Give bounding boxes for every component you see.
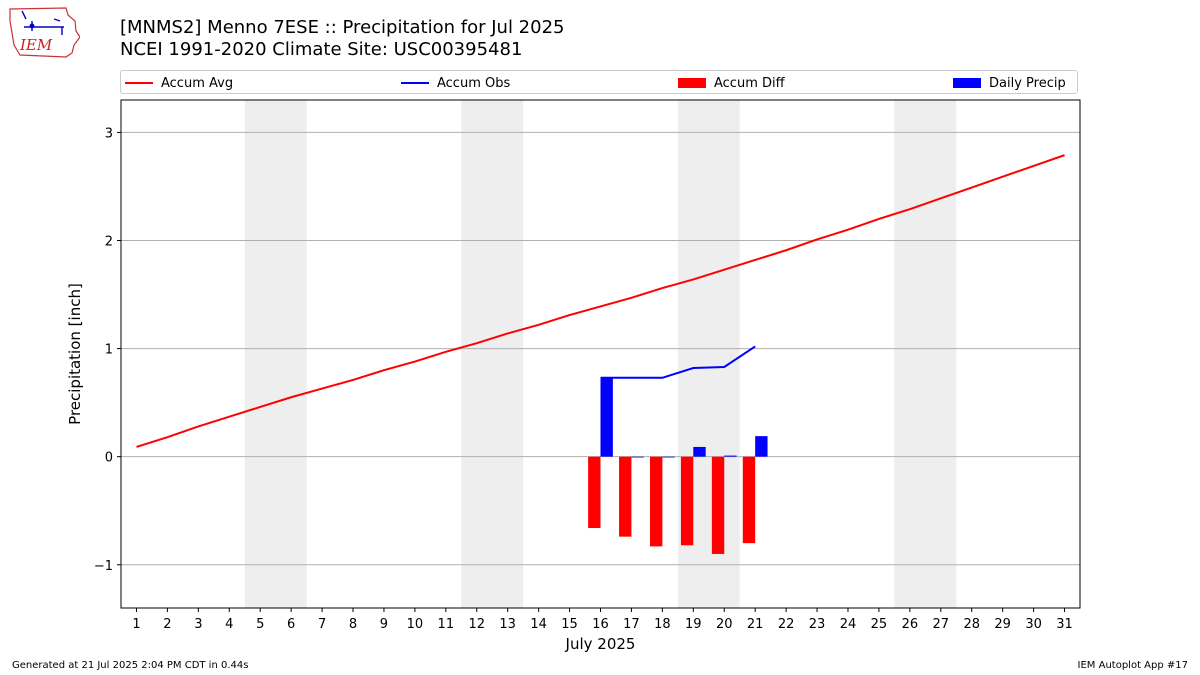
x-tick-label-24: 24 (840, 617, 857, 632)
chart-legend: Accum Avg Accum Obs Accum Diff Daily Pre… (120, 70, 1078, 94)
legend-item-accum-obs: Accum Obs (401, 71, 510, 95)
legend-swatch-accum-obs (401, 82, 429, 84)
accum-diff-bar-21 (742, 456, 756, 544)
x-tick-label-5: 5 (256, 617, 264, 632)
y-axis-label: Precipitation [inch] (66, 283, 84, 425)
x-tick-label-6: 6 (287, 617, 295, 632)
iem-logo-text: IEM (19, 36, 53, 54)
accum-diff-bar-17 (619, 456, 632, 537)
chart-subtitle: NCEI 1991-2020 Climate Site: USC00395481 (120, 39, 523, 60)
legend-label-daily-precip: Daily Precip (989, 75, 1066, 91)
bar-marks (588, 377, 768, 554)
x-tick-label-1: 1 (132, 617, 140, 632)
legend-item-accum-diff: Accum Diff (678, 71, 785, 95)
weekend-shading (244, 100, 957, 608)
x-tick-label-14: 14 (530, 617, 547, 632)
legend-item-daily-precip: Daily Precip (953, 71, 1066, 95)
app-note: IEM Autoplot App #17 (1077, 660, 1188, 671)
x-tick-label-13: 13 (499, 617, 516, 632)
legend-label-accum-diff: Accum Diff (714, 75, 785, 91)
iem-logo: IEM (9, 7, 80, 58)
generated-note: Generated at 21 Jul 2025 2:04 PM CDT in … (12, 660, 249, 671)
daily-precip-bar-16 (600, 377, 613, 457)
x-tick-label-21: 21 (747, 617, 764, 632)
x-tick-label-17: 17 (623, 617, 640, 632)
x-tick-label-23: 23 (809, 617, 826, 632)
x-tick-label-9: 9 (380, 617, 388, 632)
x-axis-label: July 2025 (565, 635, 636, 653)
accum-diff-bar-20 (711, 456, 725, 554)
legend-label-accum-avg: Accum Avg (161, 75, 234, 91)
legend-item-accum-avg: Accum Avg (125, 71, 233, 95)
x-tick-label-19: 19 (685, 617, 702, 632)
x-tick-label-20: 20 (716, 617, 733, 632)
y-tick-label-1: 0 (105, 451, 113, 466)
x-tick-label-18: 18 (654, 617, 671, 632)
chart-title: [MNMS2] Menno 7ESE :: Precipitation for … (120, 17, 565, 38)
legend-swatch-daily-precip (953, 78, 981, 88)
x-tick-label-10: 10 (407, 617, 424, 632)
accum-diff-bar-19 (680, 456, 694, 546)
daily-precip-bar-20 (724, 455, 737, 457)
x-tick-label-22: 22 (778, 617, 795, 632)
x-axis-ticks: 1 2 3 4 5 6 7 8 9 10 11 12 13 14 15 16 17 18 19 20 21 22 23 24 2… (132, 608, 1073, 632)
y-tick-label-3: 2 (105, 235, 113, 250)
legend-label-accum-obs: Accum Obs (437, 75, 511, 91)
x-tick-label-3: 3 (194, 617, 202, 632)
y-tick-label-0: −1 (94, 559, 113, 574)
x-tick-label-8: 8 (349, 617, 357, 632)
accum-avg-line (136, 154, 1065, 448)
line-marks (136, 154, 1065, 448)
accum-diff-bar-16 (588, 456, 601, 529)
legend-swatch-accum-diff (678, 78, 706, 88)
x-tick-label-7: 7 (318, 617, 326, 632)
daily-precip-bar-18 (662, 456, 675, 458)
weekend-band-1 (244, 100, 307, 608)
daily-precip-bar-19 (693, 446, 706, 457)
x-tick-label-28: 28 (963, 617, 980, 632)
x-tick-label-26: 26 (902, 617, 919, 632)
legend-swatch-accum-avg (125, 82, 153, 84)
y-axis-ticks: −1 0 1 2 3 (94, 126, 121, 574)
y-tick-label-4: 3 (105, 126, 113, 141)
x-tick-label-4: 4 (225, 617, 233, 632)
weekend-band-2 (461, 100, 524, 608)
x-tick-label-11: 11 (438, 617, 455, 632)
x-tick-label-16: 16 (592, 617, 609, 632)
weekend-band-4 (894, 100, 957, 608)
x-tick-label-25: 25 (871, 617, 888, 632)
y-tick-label-2: 1 (105, 343, 113, 358)
x-tick-label-31: 31 (1056, 617, 1073, 632)
daily-precip-bar-21 (755, 436, 768, 457)
x-tick-label-2: 2 (163, 617, 171, 632)
x-tick-label-12: 12 (468, 617, 485, 632)
x-tick-label-30: 30 (1025, 617, 1042, 632)
x-tick-label-29: 29 (994, 617, 1011, 632)
x-tick-label-27: 27 (933, 617, 950, 632)
daily-precip-bar-17 (631, 456, 644, 458)
accum-diff-bar-18 (649, 456, 663, 547)
accum-obs-line (600, 345, 756, 379)
x-tick-label-15: 15 (561, 617, 578, 632)
